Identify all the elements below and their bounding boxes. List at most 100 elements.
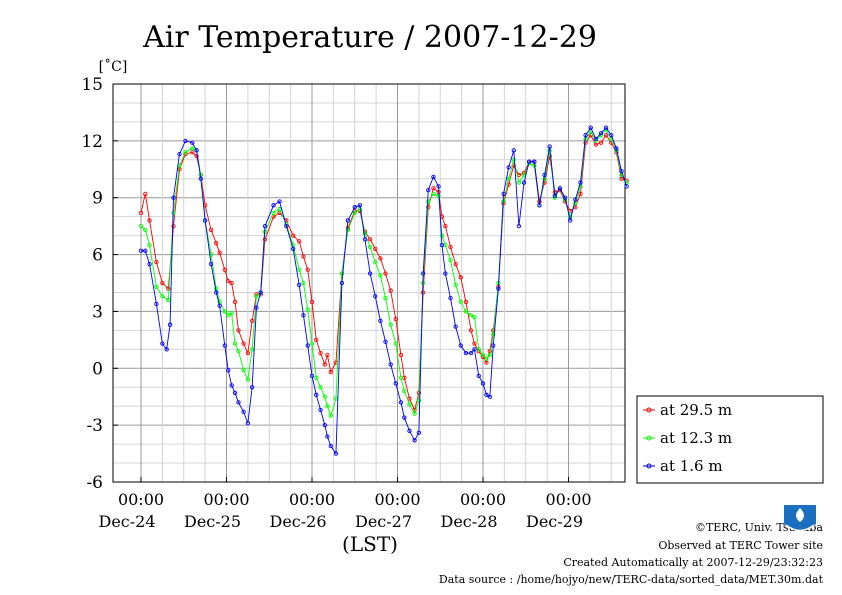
data-point [537,203,542,208]
data-point [309,341,315,346]
data-point [552,193,557,198]
data-point [322,394,327,399]
data-point [398,400,404,405]
data-point [297,239,302,244]
data-point [521,180,527,185]
y-tick-label: -3 [86,416,103,436]
data-point [463,309,469,314]
data-point [367,244,373,250]
x-tick-time: 00:00 [289,490,335,509]
data-point [547,144,552,149]
data-point [177,151,182,157]
data-point [166,286,171,291]
data-point [309,373,315,379]
data-point [407,402,412,407]
data-point [603,125,609,130]
data-point [388,322,393,327]
data-point [458,299,463,305]
data-point [183,138,188,144]
data-point [357,203,363,208]
data-point [318,350,323,356]
data-point [578,191,583,197]
data-point [226,278,231,284]
plot-frame [112,83,626,483]
data-point [138,248,144,253]
data-point [506,165,511,170]
data-point [501,191,506,197]
data-point [468,350,474,356]
data-point [202,218,208,223]
data-point [194,153,199,159]
data-point [236,400,241,405]
data-point [573,197,578,202]
data-point [345,218,351,223]
data-point [598,131,604,136]
data-point [164,347,169,352]
data-point [436,184,441,189]
data-point [262,223,268,229]
data-point [284,223,289,229]
data-point [249,318,255,324]
data-point [322,362,327,367]
x-tick-day: Dec-28 [440,512,497,531]
data-point [431,191,436,197]
data-point [448,296,453,301]
y-tick-label: 6 [92,246,103,266]
data-point [378,256,383,261]
data-point [373,246,378,252]
data-point [480,381,486,386]
data-point [226,313,231,318]
data-point [412,411,417,416]
y-tick-label: 0 [92,359,103,379]
data-point [412,438,417,443]
data-point [352,205,357,210]
data-point [208,227,214,233]
data-point [271,210,276,216]
data-point [245,421,251,426]
data-point [301,254,306,259]
data-point [318,407,323,413]
data-point [506,176,511,181]
data-point [491,343,496,348]
data-point [160,341,165,346]
x-axis-label: (LST) [342,532,398,556]
y-axis-unit: [˚C] [99,58,128,75]
data-point [487,352,492,358]
data-point [593,136,599,142]
data-point [362,231,368,236]
legend-marker [646,435,652,441]
data-point [254,305,259,310]
data-point [367,271,373,276]
data-point [496,286,501,291]
data-point [325,434,330,439]
data-point [468,328,474,333]
data-point [491,332,496,337]
data-point [407,428,412,433]
x-tick-time: 00:00 [203,490,249,509]
data-point [143,191,148,197]
data-point [383,339,388,344]
data-point [367,237,373,242]
y-tick-label: 12 [81,132,103,152]
data-point [468,313,474,318]
data-point [166,297,171,303]
data-point [222,343,227,348]
data-point [325,404,330,409]
data-point [598,140,604,145]
data-point [147,218,152,223]
data-point [624,184,629,189]
data-point [154,260,159,265]
data-point [190,140,195,145]
data-point [388,362,393,367]
data-point [516,180,522,185]
data-point [383,271,388,276]
data-point [305,267,310,272]
data-point [314,375,319,380]
data-point [463,350,469,356]
data-point [222,309,227,314]
series-layer [138,125,629,456]
created-text: Created Automatically at 2007-12-29/23:3… [563,556,823,569]
legend-label: at 1.6 m [660,457,723,475]
data-point [352,210,357,216]
data-point [476,373,481,379]
